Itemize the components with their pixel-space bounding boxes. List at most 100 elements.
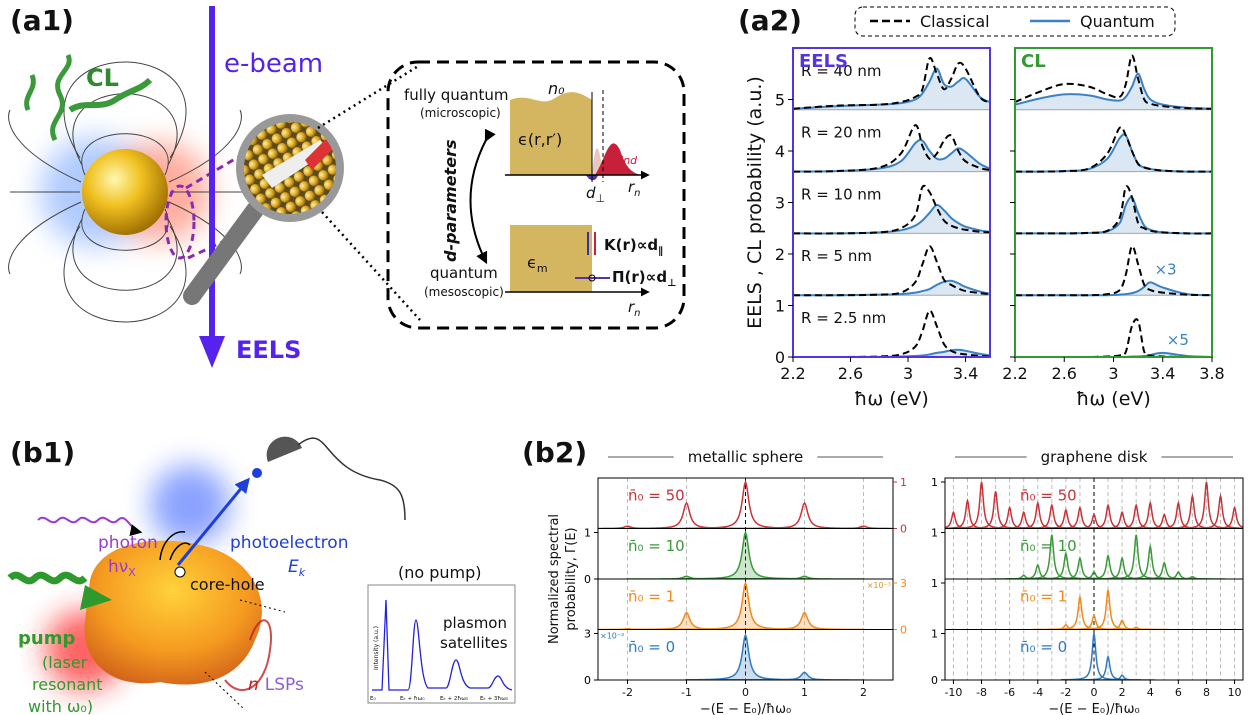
x-tick-label: 3.8 [1199,364,1224,383]
text: (mesoscopic) [424,285,504,299]
text: Eₖ + ħω₀ [400,696,425,702]
text: k [299,566,306,579]
scale-label: ×10⁻² [600,632,624,641]
text: n₀ [548,79,565,98]
page: {"a1":{"label":"(a1)","cl":"CL","ebeam":… [0,0,1251,715]
peak [686,583,806,629]
y-axis-label: EELS , CL probability (a.u.) [744,76,766,329]
text: (laser [42,653,88,672]
x-tick-label: 6 [1175,686,1182,699]
x-tick-label: 0 [1091,686,1098,699]
panel-label: n̄₀ = 10 [1020,537,1077,555]
photoemission-scene: photon hνX photoelectron Ek core-hole pu… [10,437,515,715]
line-chart: ×5×3CL2.22.633.43.8ħω (eV) [1002,48,1224,410]
panel-peaks [686,635,865,680]
line-chart: ClassicalQuantumR = 2.5 nmR = 5 nmR = 10… [744,7,1175,410]
x-tick-label: 10 [1228,686,1242,699]
y-axis-label: probability, Γ(E) [564,527,579,630]
text: LSPs [265,675,304,695]
y-tick-label: 1 [931,476,938,489]
scale-label: ×10⁻³ [867,581,891,590]
classical-line [1015,186,1212,233]
text: Eₖ + 3ħω₀ [480,696,509,702]
panel-label: (b1) [10,436,75,469]
x-tick-label: 1 [801,686,808,699]
y-tick-label: 0 [584,674,591,687]
x-axis-label: −(E − E₀)/ħω₀ [700,702,791,715]
panel-label: (b2) [522,436,587,469]
text: pump [18,628,75,649]
text: satellites [440,634,508,652]
x-tick-label: -4 [1032,686,1043,699]
x-tick-label: 2 [1119,686,1126,699]
x-tick-label: 0 [742,686,749,699]
y-tick-label: 1 [775,297,785,316]
panel-label: n̄₀ = 10 [628,537,685,555]
band-label: R = 5 nm [801,247,872,265]
y-tick-label: 3 [584,628,591,641]
plot-frame [1015,48,1212,357]
y-tick-label: 0 [900,624,907,637]
x-tick-label: 3 [1108,364,1118,383]
panel-label: n̄₀ = 0 [1020,638,1067,656]
x-tick-label: 3.4 [953,364,978,383]
text: d-parameters [441,140,460,262]
text: n [248,675,259,695]
x-tick-label: -2 [1060,686,1071,699]
d-parameter-box: fully quantum (microscopic) quantum (mes… [388,62,684,328]
x-tick-label: 2 [860,686,867,699]
text: photoelectron [230,533,348,553]
x-tick-label: 3.4 [1150,364,1175,383]
y-tick-label: 3 [775,194,785,213]
scale-label: ×5 [1167,331,1189,349]
text: Ek [288,557,306,579]
x-tick-label: -6 [1004,686,1015,699]
chart-title: graphene disk [1041,448,1148,466]
y-tick-label: 0 [900,523,907,536]
text: ρind [610,145,638,167]
y-axis-label: Normalized spectral [547,514,562,644]
text: ϵ [527,253,537,272]
panel-title: EELS [799,51,848,72]
y-tick-label: 1 [931,527,938,540]
cl-label: CL [86,64,119,92]
panel-label: (a2) [738,4,802,37]
text: rn [628,178,641,199]
text: K(r)∝d∥ [604,236,663,257]
x-tick-label: 2.6 [838,364,863,383]
panel-label: n̄₀ = 50 [1020,487,1077,505]
text: with ω₀) [28,697,93,715]
text: ρ [610,145,620,164]
text: m [537,262,548,275]
panel-label: n̄₀ = 1 [628,588,675,606]
text: hν [108,557,128,577]
x-tick-label: -8 [976,686,987,699]
text: plasmon [443,614,507,632]
figure: (a1) CL e-beam EELS fully quantum (micro… [0,0,1251,715]
band-label: R = 20 nm [801,124,882,142]
y-tick-label: 1 [931,628,938,641]
x-tick-label: -2 [622,686,633,699]
classical-line [1015,246,1212,295]
x-axis-label: −(E − E₀)/ħω₀ [1048,702,1139,715]
text: Π(r)∝d [612,268,667,286]
y-tick-label: 1 [584,527,591,540]
chart-title: metallic sphere [688,448,804,466]
scale-label: ×3 [1154,260,1176,278]
text: photon [98,533,158,553]
text: ∥ [658,246,663,257]
x-axis-label: ħω (eV) [1076,388,1151,410]
panel-label: n̄₀ = 0 [628,638,675,656]
text: resonant [32,675,103,694]
peak [686,635,806,680]
panel-label: (a1) [10,4,74,37]
x-tick-label: 8 [1203,686,1210,699]
panel-label: n̄₀ = 1 [1020,588,1067,606]
text: (no pump) [398,563,482,582]
text: Eₖ + 2ħω₀ [440,696,469,702]
text: X [128,566,136,579]
y-tick-label: 0 [584,573,591,586]
y-tick-label: 1 [900,476,907,489]
